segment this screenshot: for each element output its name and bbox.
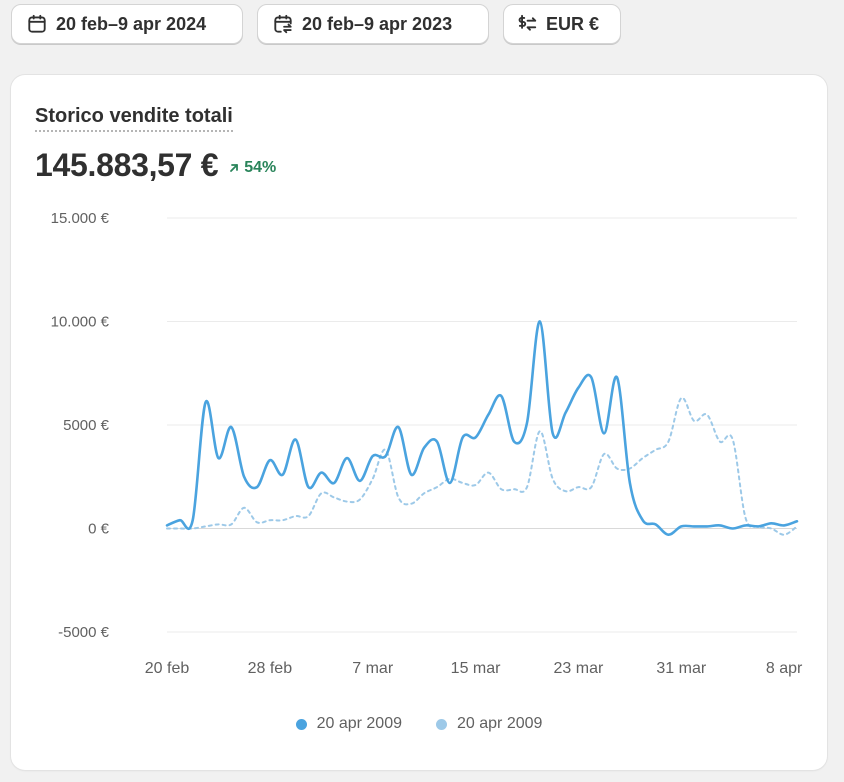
- x-tick-label: 28 feb: [248, 660, 293, 677]
- compare-range-label: 20 feb–9 apr 2023: [302, 13, 453, 34]
- legend-label: 20 apr 2009: [316, 715, 402, 732]
- sales-line-chart: 15.000 € 10.000 € 5000 € 0 € -5000 € 20 feb 28…: [51, 210, 803, 677]
- currency-exchange-icon: [518, 14, 537, 31]
- total-sales-value: 145.883,57 €: [35, 147, 219, 183]
- currency-label: EUR €: [546, 13, 600, 34]
- comparison-series-line[interactable]: [166, 396, 798, 536]
- y-tick-label: 0 €: [88, 521, 110, 538]
- calendar-compare-icon: [274, 14, 292, 34]
- legend-color-dot: [436, 718, 447, 730]
- x-tick-label: 8 apr: [766, 660, 803, 677]
- x-tick-label: 31 mar: [656, 660, 706, 677]
- currency-button[interactable]: EUR €: [503, 4, 621, 44]
- compare-range-button[interactable]: 20 feb–9 apr 2023: [257, 4, 489, 44]
- sales-over-time-card: Storico vendite totali 145.883,57 € 54% …: [11, 75, 827, 770]
- y-tick-label: 10.000 €: [51, 314, 110, 331]
- x-tick-label: 23 mar: [554, 660, 604, 677]
- x-tick-label: 15 mar: [451, 660, 501, 677]
- legend-label: 20 apr 2009: [457, 715, 543, 732]
- y-tick-label: 15.000 €: [51, 210, 110, 227]
- metric: 145.883,57 € 54%: [35, 147, 276, 184]
- arrow-up-right-icon: [230, 163, 239, 172]
- y-tick-label: 5000 €: [63, 417, 110, 434]
- toolbar: 20 feb–9 apr 2024 20 feb–9 apr 2023 EUR …: [11, 4, 621, 44]
- y-tick-label: -5000 €: [58, 624, 110, 641]
- date-range-button[interactable]: 20 feb–9 apr 2024: [11, 4, 243, 44]
- chart-legend: 20 apr 2009 20 apr 2009: [11, 715, 827, 733]
- change-percent: 54%: [244, 158, 277, 176]
- x-tick-label: 7 mar: [352, 660, 394, 677]
- legend-color-dot: [295, 718, 307, 730]
- card-title[interactable]: Storico vendite totali: [35, 105, 233, 132]
- date-range-label: 20 feb–9 apr 2024: [56, 13, 207, 34]
- primary-series-line[interactable]: [165, 320, 799, 536]
- change-badge: 54%: [228, 159, 276, 177]
- x-tick-label: 20 feb: [145, 660, 190, 677]
- calendar-icon: [28, 14, 46, 33]
- legend-item[interactable]: 20 apr 2009: [295, 715, 402, 733]
- legend-item[interactable]: 20 apr 2009: [436, 715, 542, 733]
